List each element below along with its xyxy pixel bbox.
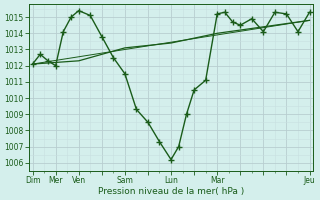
- X-axis label: Pression niveau de la mer( hPa ): Pression niveau de la mer( hPa ): [98, 187, 244, 196]
